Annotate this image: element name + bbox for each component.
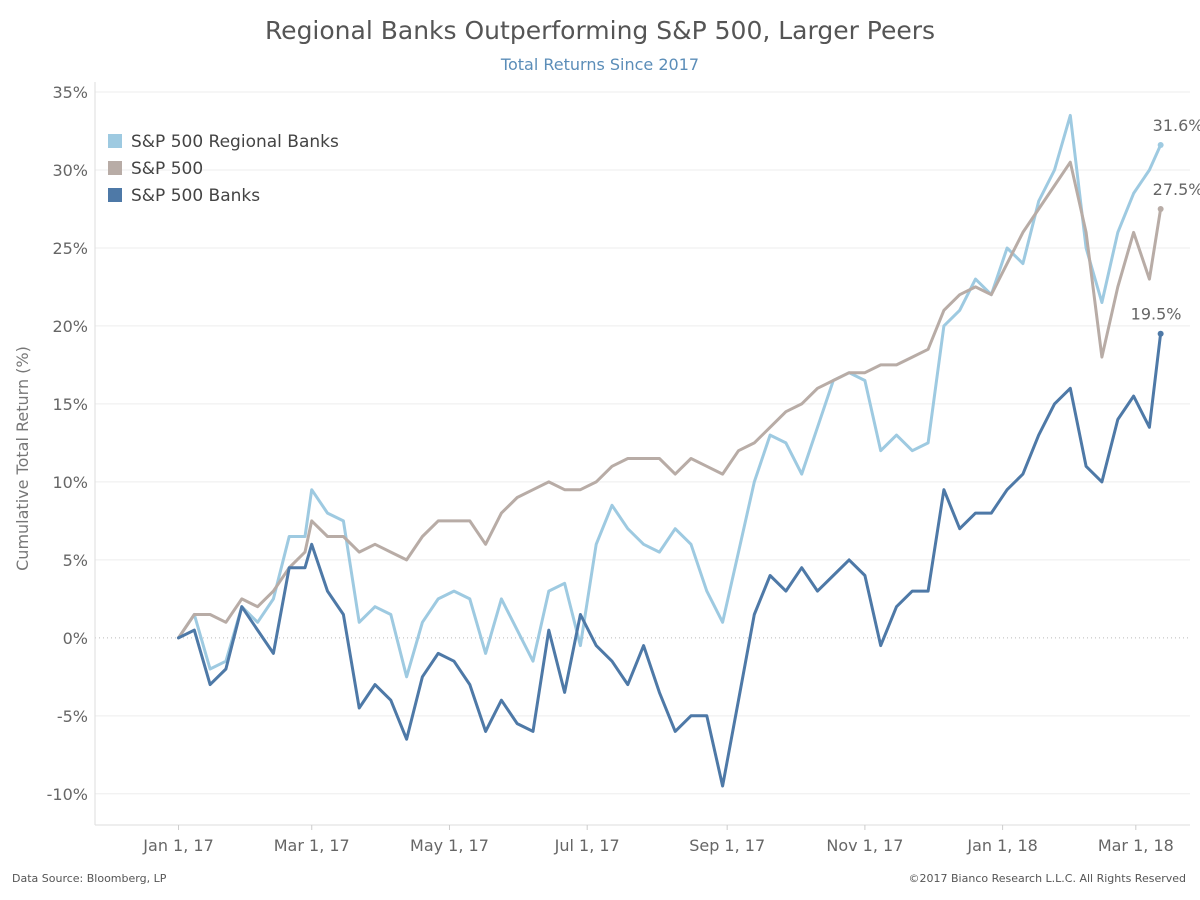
x-tick-label: Jan 1, 18 — [966, 836, 1037, 855]
y-tick-label: 10% — [52, 473, 88, 492]
x-tick-label: May 1, 17 — [410, 836, 489, 855]
y-tick-label: 25% — [52, 239, 88, 258]
x-tick-label: Jan 1, 17 — [142, 836, 213, 855]
series-end-point — [1157, 142, 1164, 149]
y-tick-label: -5% — [57, 707, 88, 726]
x-tick-label: Jul 1, 17 — [554, 836, 620, 855]
y-tick-label: 20% — [52, 317, 88, 336]
legend-label: S&P 500 — [131, 159, 203, 179]
y-tick-label: -10% — [47, 785, 88, 804]
legend-label: S&P 500 Regional Banks — [131, 132, 339, 152]
chart-title: Regional Banks Outperforming S&P 500, La… — [264, 16, 936, 45]
legend-swatch — [108, 134, 122, 148]
chart-subtitle: Total Returns Since 2017 — [500, 55, 700, 74]
series-end-label: 27.5% — [1153, 180, 1200, 199]
grid-lines — [95, 91, 1190, 795]
series-line-1 — [177, 160, 1163, 640]
y-tick-label: 15% — [52, 395, 88, 414]
x-tick-label: Sep 1, 17 — [689, 836, 765, 855]
data-source-note: Data Source: Bloomberg, LP — [12, 872, 167, 885]
y-tick-label: 0% — [63, 629, 88, 648]
x-tick-label: Mar 1, 17 — [274, 836, 350, 855]
y-tick-label: 35% — [52, 83, 88, 102]
y-tick-label: 30% — [52, 161, 88, 180]
x-tick-label: Mar 1, 18 — [1098, 836, 1174, 855]
series-line-2 — [177, 332, 1163, 788]
series-end-label: 19.5% — [1131, 305, 1182, 324]
series-line-0 — [177, 113, 1163, 679]
copyright-note: ©2017 Bianco Research L.L.C. All Rights … — [908, 872, 1186, 885]
y-axis-title: Cumulative Total Return (%) — [13, 346, 32, 571]
series-end-point — [1157, 330, 1164, 337]
legend: S&P 500 Regional Banks S&P 500 S&P 500 Ban… — [108, 132, 339, 206]
legend-label: S&P 500 Banks — [131, 186, 260, 206]
axes: 35% 30% 25% 20% 15% 10% 5% 0% -5% -10% Jan 1, 17 Ma… — [13, 82, 1190, 855]
x-tick-label: Nov 1, 17 — [826, 836, 903, 855]
legend-swatch — [108, 188, 122, 202]
y-tick-label: 5% — [63, 551, 88, 570]
series-end-point — [1157, 205, 1164, 212]
legend-swatch — [108, 161, 122, 175]
series-lines: 31.6% 27.5% 19.5% — [177, 113, 1200, 788]
series-end-label: 31.6% — [1153, 116, 1200, 135]
